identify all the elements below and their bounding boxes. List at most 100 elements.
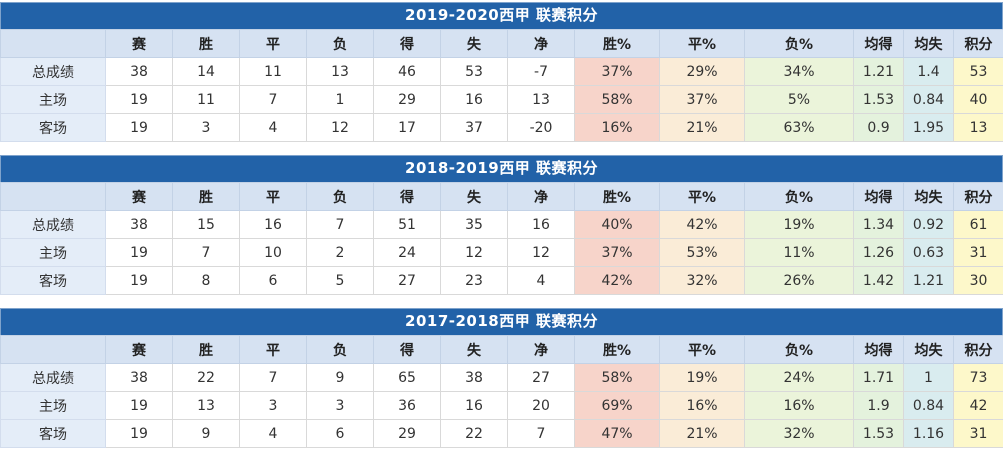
stat-cell: 11 — [239, 57, 307, 86]
column-header: 积分 — [953, 182, 1003, 211]
stat-cell: 24 — [373, 238, 441, 267]
stat-cell: 3 — [239, 391, 307, 420]
stat-cell: 5 — [306, 266, 374, 295]
table-row: 主场 19 7 10 2 24 12 12 37% 53% 11% 1.26 0.63 31 — [0, 238, 1003, 267]
stat-cell: 38 — [105, 363, 173, 392]
table-title: 2019-2020西甲 联赛积分 — [0, 2, 1003, 29]
stat-cell: 42% — [574, 266, 660, 295]
stat-cell: 29 — [373, 419, 441, 448]
column-header: 赛 — [105, 29, 173, 58]
stat-cell: 61 — [953, 210, 1003, 239]
column-header: 负% — [744, 29, 854, 58]
row-label: 客场 — [0, 419, 106, 448]
column-header: 负 — [306, 29, 374, 58]
row-label: 主场 — [0, 391, 106, 420]
season-table-2018-2019: 2018-2019西甲 联赛积分 赛胜平负得失净胜% 平% 负% 均得 均失 积分 总成绩… — [0, 155, 1003, 295]
stat-cell: 19 — [105, 266, 173, 295]
season-table-2017-2018: 2017-2018西甲 联赛积分 赛胜平负得失净胜% 平% 负% 均得 均失 积分 总成绩… — [0, 308, 1003, 448]
stat-cell: 4 — [507, 266, 575, 295]
stat-cell: 1.16 — [903, 419, 954, 448]
stat-cell: 38 — [440, 363, 508, 392]
column-header: 胜 — [172, 182, 240, 211]
stat-cell: 38 — [105, 210, 173, 239]
corner-header-cell — [0, 335, 106, 364]
stat-cell: 1 — [903, 363, 954, 392]
stat-cell: 53 — [440, 57, 508, 86]
column-header: 均得 — [853, 335, 904, 364]
stat-cell: 58% — [574, 363, 660, 392]
column-header: 平% — [659, 182, 745, 211]
stat-cell: 53 — [953, 57, 1003, 86]
column-header: 失 — [440, 182, 508, 211]
stat-cell: 36 — [373, 391, 441, 420]
stat-cell: 16 — [440, 391, 508, 420]
stat-cell: 65 — [373, 363, 441, 392]
column-header: 净 — [507, 182, 575, 211]
stat-cell: 1.9 — [853, 391, 904, 420]
column-header: 赛 — [105, 335, 173, 364]
column-header: 胜 — [172, 335, 240, 364]
stat-cell: 11% — [744, 238, 854, 267]
stat-cell: 7 — [239, 85, 307, 114]
column-header: 负 — [306, 335, 374, 364]
stat-cell: 21% — [659, 113, 745, 142]
stat-cell: 38 — [105, 57, 173, 86]
stat-cell: 47% — [574, 419, 660, 448]
stat-cell: 26% — [744, 266, 854, 295]
stat-cell: 13 — [172, 391, 240, 420]
stat-cell: 46 — [373, 57, 441, 86]
column-header: 负 — [306, 182, 374, 211]
stat-cell: 1.95 — [903, 113, 954, 142]
stat-cell: 19% — [744, 210, 854, 239]
stat-cell: 34% — [744, 57, 854, 86]
column-header: 均失 — [903, 335, 954, 364]
stat-cell: 21% — [659, 419, 745, 448]
table-row: 客场 19 3 4 12 17 37 -20 16% 21% 63% 0.9 1.95 13 — [0, 113, 1003, 142]
stat-cell: 0.84 — [903, 85, 954, 114]
stat-cell: 73 — [953, 363, 1003, 392]
stat-cell: 3 — [306, 391, 374, 420]
corner-header-cell — [0, 29, 106, 58]
stat-cell: 1.53 — [853, 419, 904, 448]
stat-cell: -20 — [507, 113, 575, 142]
column-header: 积分 — [953, 335, 1003, 364]
stat-cell: 1.53 — [853, 85, 904, 114]
row-label: 客场 — [0, 266, 106, 295]
stat-cell: 6 — [239, 266, 307, 295]
row-label: 客场 — [0, 113, 106, 142]
table-row: 总成绩 38 15 16 7 51 35 16 40% 42% 19% 1.34 0.92 61 — [0, 210, 1003, 239]
column-header: 得 — [373, 182, 441, 211]
stat-cell: 4 — [239, 113, 307, 142]
stat-cell: 32% — [744, 419, 854, 448]
stat-cell: 0.9 — [853, 113, 904, 142]
row-label: 总成绩 — [0, 210, 106, 239]
column-header: 胜% — [574, 335, 660, 364]
stat-cell: 1.21 — [853, 57, 904, 86]
stat-cell: 32% — [659, 266, 745, 295]
stat-cell: 1.42 — [853, 266, 904, 295]
column-header: 均失 — [903, 182, 954, 211]
table-row: 主场 19 13 3 3 36 16 20 69% 16% 16% 1.9 0.84 42 — [0, 391, 1003, 420]
table-title: 2018-2019西甲 联赛积分 — [0, 155, 1003, 182]
stat-cell: 40% — [574, 210, 660, 239]
column-header: 赛 — [105, 182, 173, 211]
stat-cell: 16% — [574, 113, 660, 142]
column-header: 平% — [659, 335, 745, 364]
stat-cell: 1.71 — [853, 363, 904, 392]
stat-cell: 37% — [659, 85, 745, 114]
table-title: 2017-2018西甲 联赛积分 — [0, 308, 1003, 335]
stat-cell: 19 — [105, 113, 173, 142]
stat-cell: 30 — [953, 266, 1003, 295]
stat-cell: 8 — [172, 266, 240, 295]
stat-cell: 58% — [574, 85, 660, 114]
stat-cell: 37% — [574, 57, 660, 86]
stat-cell: 15 — [172, 210, 240, 239]
column-header: 均得 — [853, 182, 904, 211]
table-row: 主场 19 11 7 1 29 16 13 58% 37% 5% 1.53 0.84 40 — [0, 85, 1003, 114]
row-label: 主场 — [0, 238, 106, 267]
table-row: 客场 19 8 6 5 27 23 4 42% 32% 26% 1.42 1.21 30 — [0, 266, 1003, 295]
table-row: 总成绩 38 14 11 13 46 53 -7 37% 29% 34% 1.21 1.4 53 — [0, 57, 1003, 86]
stat-cell: 16% — [744, 391, 854, 420]
stat-cell: 37 — [440, 113, 508, 142]
stat-cell: 2 — [306, 238, 374, 267]
